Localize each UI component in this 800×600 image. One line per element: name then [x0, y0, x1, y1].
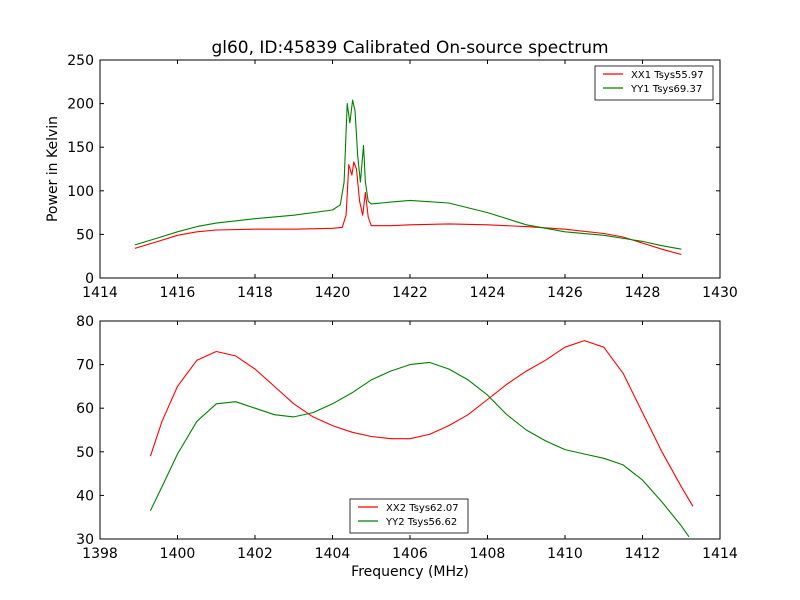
x-tick-label: 1418: [237, 285, 273, 301]
x-tick-label: 1410: [547, 546, 583, 562]
y-tick-label: 250: [67, 53, 94, 69]
legend-label: XX2 Tsys62.07: [386, 503, 459, 514]
y-axis-title: Power in Kelvin: [45, 116, 61, 222]
chart-title: gl60, ID:45839 Calibrated On-source spec…: [211, 38, 608, 58]
x-tick-label: 1404: [315, 546, 351, 562]
y-tick-label: 50: [76, 227, 94, 243]
series-line-xx1: [134, 161, 682, 256]
legend: XX2 Tsys62.07 YY2 Tsys56.62: [349, 498, 469, 534]
x-tick-label: 1416: [160, 285, 196, 301]
x-tick-label: 1426: [547, 285, 583, 301]
series-line-yy1: [134, 99, 682, 250]
y-tick-label: 30: [76, 532, 94, 548]
series-line-xx2: [149, 340, 694, 507]
legend-label: YY2 Tsys56.62: [385, 517, 457, 528]
y-tick-label: 50: [76, 445, 94, 461]
legend: XX1 Tsys55.97 YY1 Tsys69.37: [594, 65, 714, 101]
x-tick-label: 1406: [392, 546, 428, 562]
legend-box: [594, 65, 714, 101]
x-tick-label: 1414: [82, 285, 118, 301]
y-tick-label: 70: [76, 358, 94, 374]
bottom-spectrum-panel: 1398 1400 1402 1404 1406 1408 1410 1412 1414 30 40…: [76, 314, 738, 580]
series-line-yy2: [149, 361, 690, 538]
y-tick-label: 0: [85, 271, 94, 287]
y-tick-label: 40: [76, 488, 94, 504]
y-tick-label: 60: [76, 401, 94, 417]
y-tick-label: 150: [67, 140, 94, 156]
x-tick-label: 1414: [702, 546, 738, 562]
y-tick-label: 200: [67, 97, 94, 113]
x-tick-label: 1428: [625, 285, 661, 301]
x-tick-label: 1422: [392, 285, 428, 301]
x-tick-label: 1408: [470, 546, 506, 562]
y-tick-label: 100: [67, 184, 94, 200]
legend-label: XX1 Tsys55.97: [631, 70, 704, 81]
x-tick-label: 1398: [82, 546, 118, 562]
x-tick-label: 1402: [237, 546, 273, 562]
legend-label: YY1 Tsys69.37: [630, 84, 702, 95]
legend-box: [349, 498, 469, 534]
x-tick-label: 1420: [315, 285, 351, 301]
x-tick-label: 1424: [470, 285, 506, 301]
top-spectrum-panel: 1414 1416 1418 1420 1422 1424 1426 1428 1430 0 50 1…: [45, 53, 738, 301]
x-tick-label: 1412: [625, 546, 661, 562]
x-tick-label: 1430: [702, 285, 738, 301]
x-tick-label: 1400: [160, 546, 196, 562]
y-tick-label: 80: [76, 314, 94, 330]
x-axis-title: Frequency (MHz): [351, 564, 469, 580]
